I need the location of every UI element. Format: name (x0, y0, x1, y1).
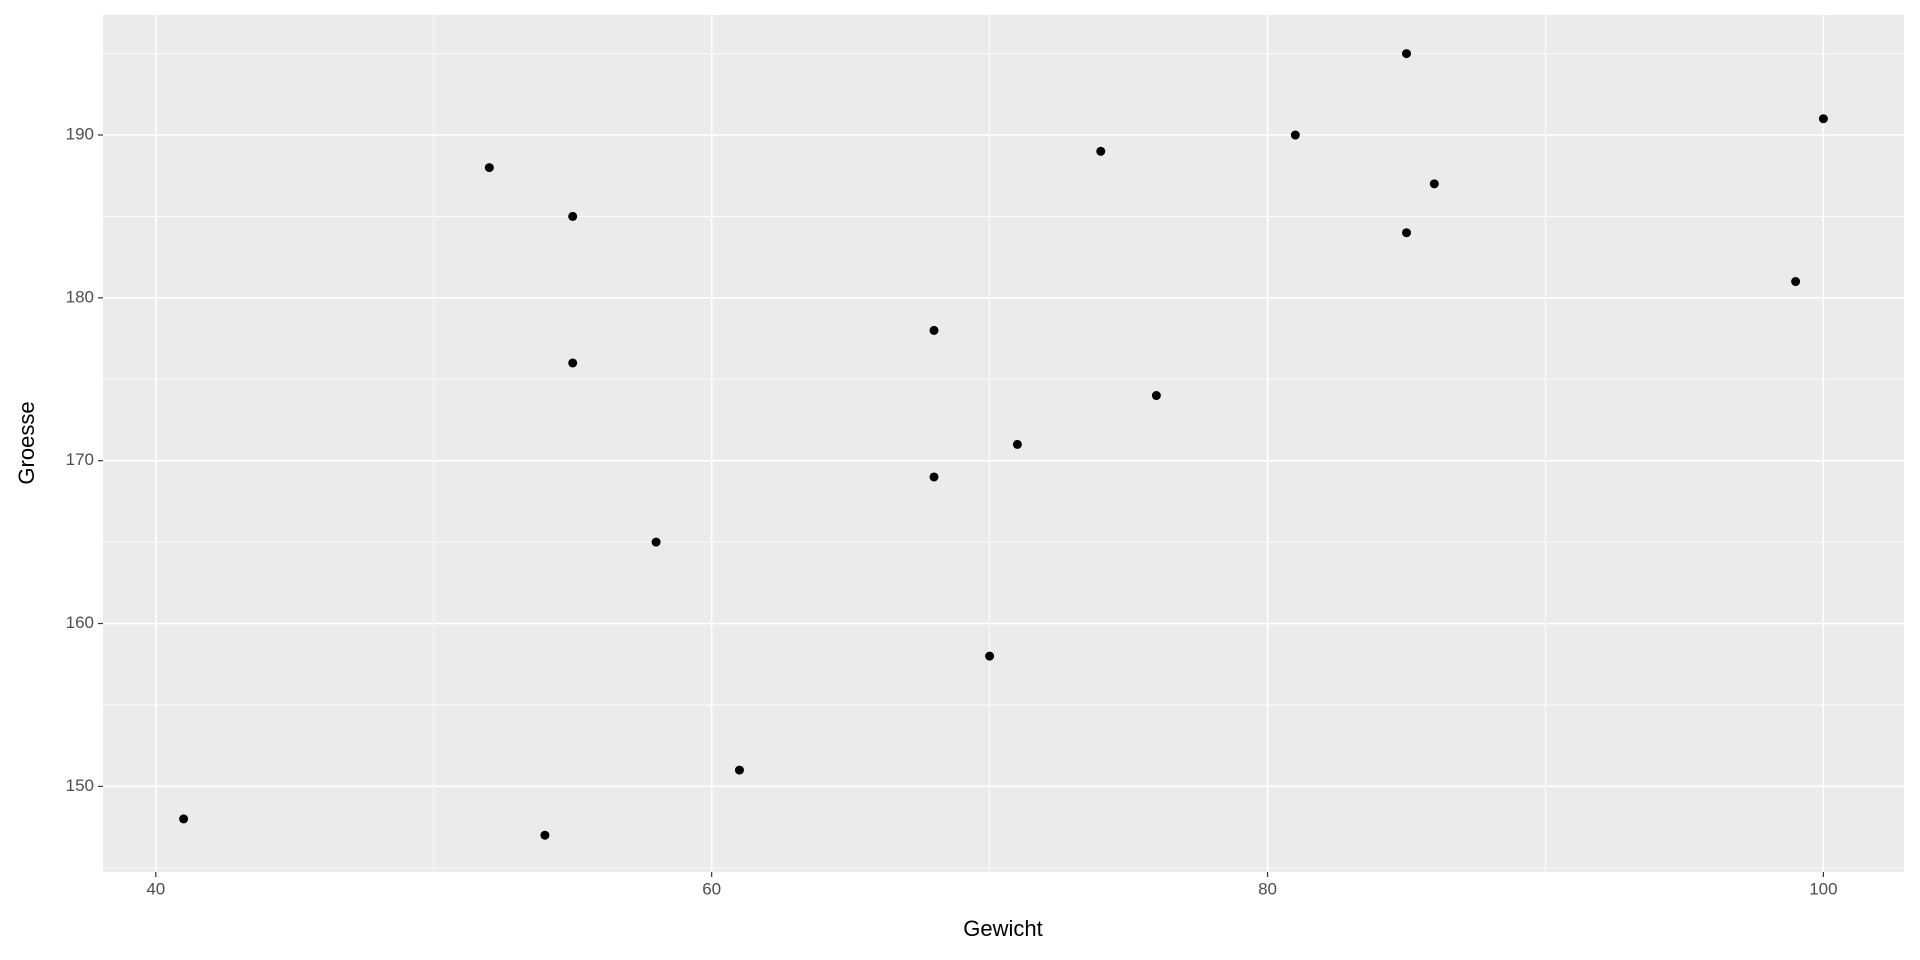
y-tick-label: 150 (66, 776, 94, 795)
point (484, 163, 494, 173)
point (1096, 146, 1106, 156)
point (568, 211, 578, 221)
panel (103, 15, 1904, 872)
y-axis-title: Groesse (14, 401, 39, 484)
x-tick-label: 100 (1809, 879, 1837, 898)
point (540, 830, 550, 840)
point (179, 814, 189, 824)
point (1818, 114, 1828, 124)
point (568, 358, 578, 368)
point (734, 765, 744, 775)
point (1791, 277, 1801, 287)
x-tick-label: 40 (146, 879, 165, 898)
x-tick-label: 80 (1258, 879, 1277, 898)
point (1429, 179, 1439, 189)
point (1290, 130, 1300, 140)
x-axis-title: Gewicht (963, 916, 1042, 941)
y-tick-label: 160 (66, 613, 94, 632)
point (651, 537, 661, 547)
y-tick-label: 190 (66, 124, 94, 143)
y-tick-label: 180 (66, 287, 94, 306)
point (1151, 391, 1161, 401)
point (929, 325, 939, 335)
point (1402, 49, 1412, 59)
x-tick-label: 60 (702, 879, 721, 898)
point (1012, 439, 1022, 449)
point (985, 651, 995, 661)
point (929, 472, 939, 482)
y-tick-label: 170 (66, 450, 94, 469)
point (1402, 228, 1412, 238)
